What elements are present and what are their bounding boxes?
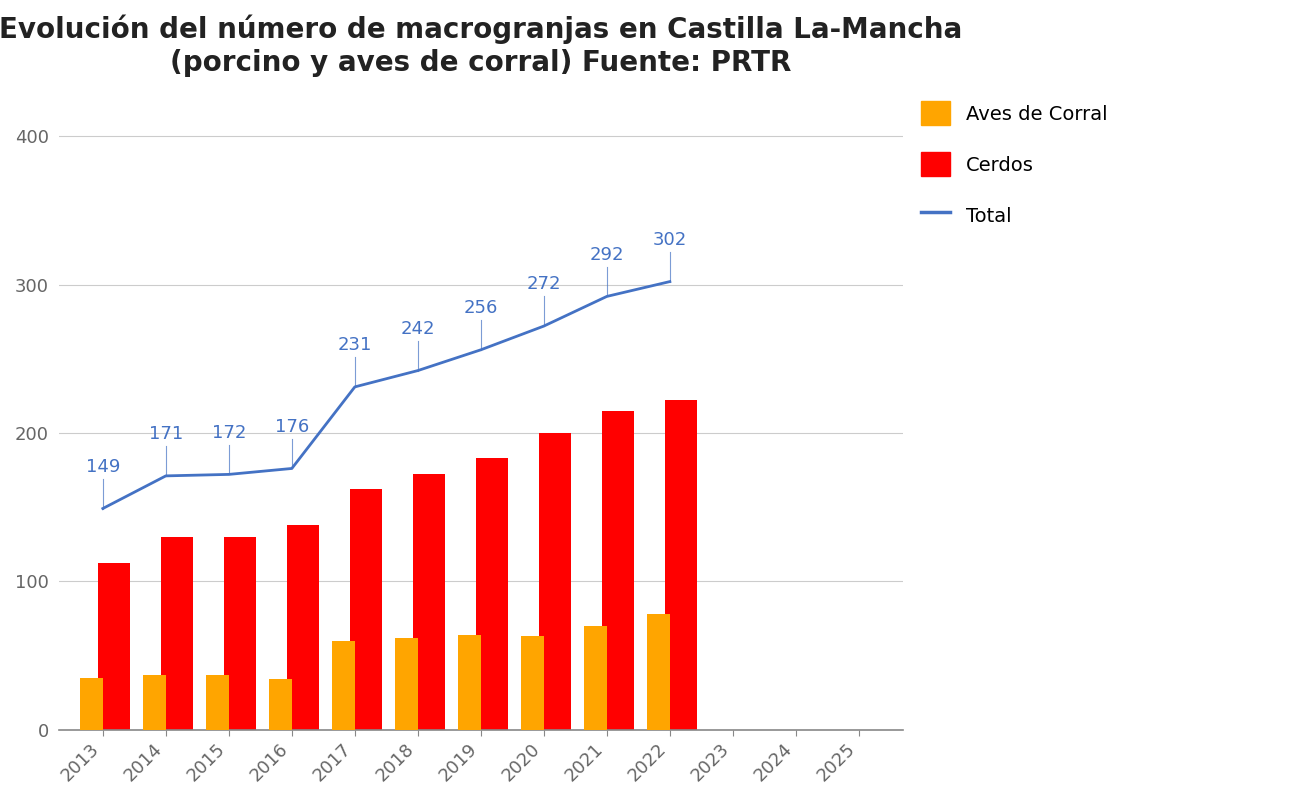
Bar xyxy=(270,679,292,730)
Text: 176: 176 xyxy=(275,418,309,436)
Bar xyxy=(225,537,256,730)
Bar xyxy=(332,641,354,730)
Text: 171: 171 xyxy=(149,426,183,443)
Text: 172: 172 xyxy=(212,424,245,442)
Bar xyxy=(459,634,481,730)
Bar xyxy=(350,490,382,730)
Bar xyxy=(647,614,669,730)
Legend: Aves de Corral, Cerdos, Total: Aves de Corral, Cerdos, Total xyxy=(921,102,1107,227)
Text: 272: 272 xyxy=(527,275,561,294)
Bar xyxy=(287,525,319,730)
Bar xyxy=(540,433,571,730)
Bar xyxy=(80,678,102,730)
Bar xyxy=(665,400,696,730)
Text: 149: 149 xyxy=(85,458,120,476)
Text: 292: 292 xyxy=(589,246,624,264)
Bar xyxy=(395,638,417,730)
Text: 242: 242 xyxy=(401,320,435,338)
Bar xyxy=(413,474,444,730)
Bar xyxy=(98,563,130,730)
Text: 256: 256 xyxy=(464,299,497,317)
Title: Evolución del número de macrogranjas en Castilla La-Mancha
(porcino y aves de co: Evolución del número de macrogranjas en … xyxy=(0,15,963,77)
Bar xyxy=(584,626,606,730)
Bar xyxy=(162,537,193,730)
Bar xyxy=(143,674,165,730)
Text: 302: 302 xyxy=(652,231,687,249)
Bar xyxy=(522,636,544,730)
Bar xyxy=(602,410,634,730)
Text: 231: 231 xyxy=(337,336,372,354)
Bar xyxy=(207,674,229,730)
Bar xyxy=(477,458,508,730)
